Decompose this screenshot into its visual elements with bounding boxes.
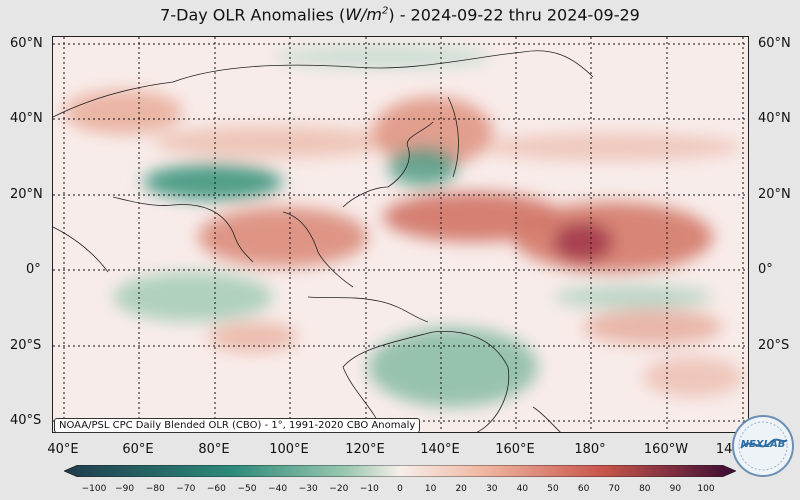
map-field [53, 37, 748, 432]
lon-label-180: 180° [574, 442, 606, 457]
colorbar-tick-label: 10 [424, 484, 437, 494]
colorbar-tick-label: 70 [608, 484, 620, 494]
colorbar-tick-label: 50 [547, 484, 559, 494]
colorbar-tick-label: 20 [455, 484, 467, 494]
anomaly-shading [63, 45, 743, 407]
colorbar-tick-label: 100 [697, 484, 715, 494]
data-credit: NOAA/PSL CPC Daily Blended OLR (CBO) - 1… [54, 418, 421, 433]
colorbar-tick-label: −90 [115, 484, 135, 494]
lat-label-20n-left: 20°N [10, 187, 43, 202]
colorbar-tick-label: 90 [669, 484, 682, 494]
colorbar-tick-label: 60 [577, 484, 590, 494]
logo-text: NEXLAB [741, 439, 786, 450]
colorbar-tick-label: −80 [145, 484, 165, 494]
colorbar-tick-label: −50 [237, 484, 257, 494]
lon-label-120e: 120°E [345, 442, 385, 457]
colorbar-tick-label: −70 [176, 484, 196, 494]
colorbar-tick-label: −20 [329, 484, 349, 494]
colorbar [62, 462, 738, 478]
lat-label-40s-left: 40°S [10, 413, 42, 428]
graticule [53, 37, 748, 432]
colorbar-tick-label: 30 [486, 484, 498, 494]
lat-label-60n-right: 60°N [758, 36, 791, 51]
colorbar-tick-label: −10 [359, 484, 379, 494]
colorbar-tick-label: 80 [639, 484, 651, 494]
lat-label-60n-left: 60°N [10, 36, 43, 51]
colorbar-tick-label: −30 [298, 484, 318, 494]
globe-logo-icon: NEXLAB [732, 415, 794, 477]
map-title: 7-Day OLR Anomalies (W/m2) - 2024-09-22 … [160, 5, 640, 25]
colorbar-tick-label: 0 [397, 484, 403, 494]
lat-label-eq-right: 0° [758, 262, 773, 277]
lon-label-60e: 60°E [122, 442, 154, 457]
lat-label-20n-right: 20°N [758, 187, 791, 202]
lon-label-80e: 80°E [198, 442, 230, 457]
lat-label-40n-left: 40°N [10, 111, 43, 126]
lat-label-20s-left: 20°S [10, 338, 42, 353]
lat-label-20s-right: 20°S [758, 338, 790, 353]
lat-label-eq-left: 0° [26, 262, 41, 277]
colorbar-tick-label: −60 [206, 484, 226, 494]
colorbar-tick-label: 40 [516, 484, 529, 494]
colorbar-tick-label: −100 [81, 484, 107, 494]
lat-label-40n-right: 40°N [758, 111, 791, 126]
colorbar-bar [62, 464, 738, 478]
lon-label-100e: 100°E [269, 442, 309, 457]
lon-label-160e: 160°E [495, 442, 535, 457]
lon-label-160w: 160°W [643, 442, 689, 457]
colorbar-tick-label: −40 [268, 484, 288, 494]
lon-label-40e: 40°E [47, 442, 79, 457]
lon-label-140e: 140°E [420, 442, 460, 457]
olr-anomaly-map [52, 36, 749, 433]
coastlines [53, 50, 594, 432]
